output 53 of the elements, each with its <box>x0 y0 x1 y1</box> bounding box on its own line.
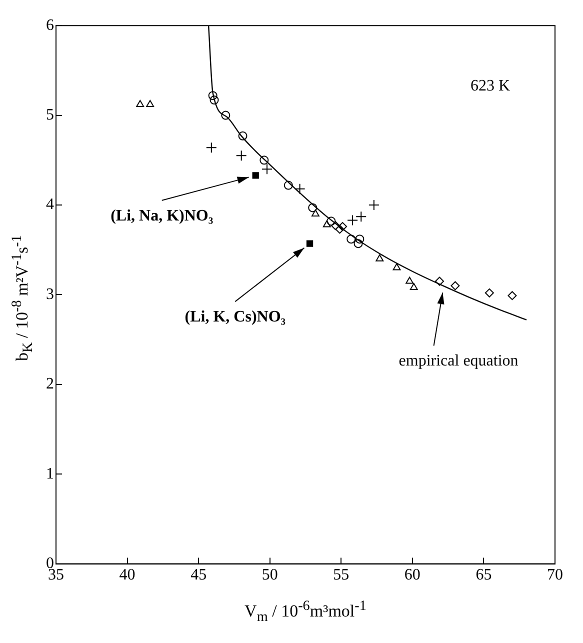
point <box>260 156 269 165</box>
x-tick-label: 65 <box>476 566 492 584</box>
point <box>238 131 248 140</box>
point <box>376 254 384 262</box>
point <box>322 220 331 228</box>
point <box>262 164 273 175</box>
point <box>312 209 320 216</box>
point <box>330 221 340 230</box>
point <box>410 283 418 290</box>
point <box>508 291 517 300</box>
x-axis-title: V$_{m}$ / 10$^{-6}$m³mol$^{-1}$ <box>244 598 368 626</box>
point <box>347 214 358 226</box>
point <box>208 91 218 100</box>
point <box>338 222 348 232</box>
x-tick-label: 60 <box>404 566 420 584</box>
point <box>326 216 336 226</box>
point <box>450 281 460 290</box>
annotation: empirical equation <box>398 352 518 370</box>
point <box>284 180 293 190</box>
point <box>206 142 217 154</box>
y-tick-label: 5 <box>46 106 54 124</box>
point <box>136 100 144 108</box>
annotation: 623 K <box>470 78 510 95</box>
annotation: (Li, K, Cs)NO₃ <box>184 308 286 326</box>
x-tick-label: 50 <box>262 566 278 584</box>
point <box>146 100 154 108</box>
y-tick-label: 2 <box>46 376 54 393</box>
point <box>236 150 247 162</box>
point <box>368 200 380 210</box>
point <box>210 96 219 105</box>
point <box>354 239 363 248</box>
point <box>392 263 401 270</box>
point <box>294 183 306 194</box>
point <box>355 234 364 244</box>
y-tick-label: 4 <box>46 196 54 214</box>
point <box>406 276 414 284</box>
x-tick-label: 55 <box>333 566 350 584</box>
y-tick-label: 1 <box>46 465 54 482</box>
point <box>308 203 318 212</box>
y-tick-label: 3 <box>46 286 54 303</box>
point <box>484 288 494 298</box>
annotation: (Li, Na, K)NO₃ <box>110 207 214 224</box>
x-tick-label: 40 <box>119 566 136 584</box>
point <box>306 240 314 247</box>
point <box>221 110 230 120</box>
y-tick-label: 6 <box>46 16 54 34</box>
point <box>435 276 444 286</box>
point <box>346 234 356 244</box>
point <box>335 224 344 234</box>
point <box>252 172 259 179</box>
point <box>356 211 367 222</box>
x-tick-label: 45 <box>190 566 207 584</box>
x-tick-label: 70 <box>547 566 563 584</box>
